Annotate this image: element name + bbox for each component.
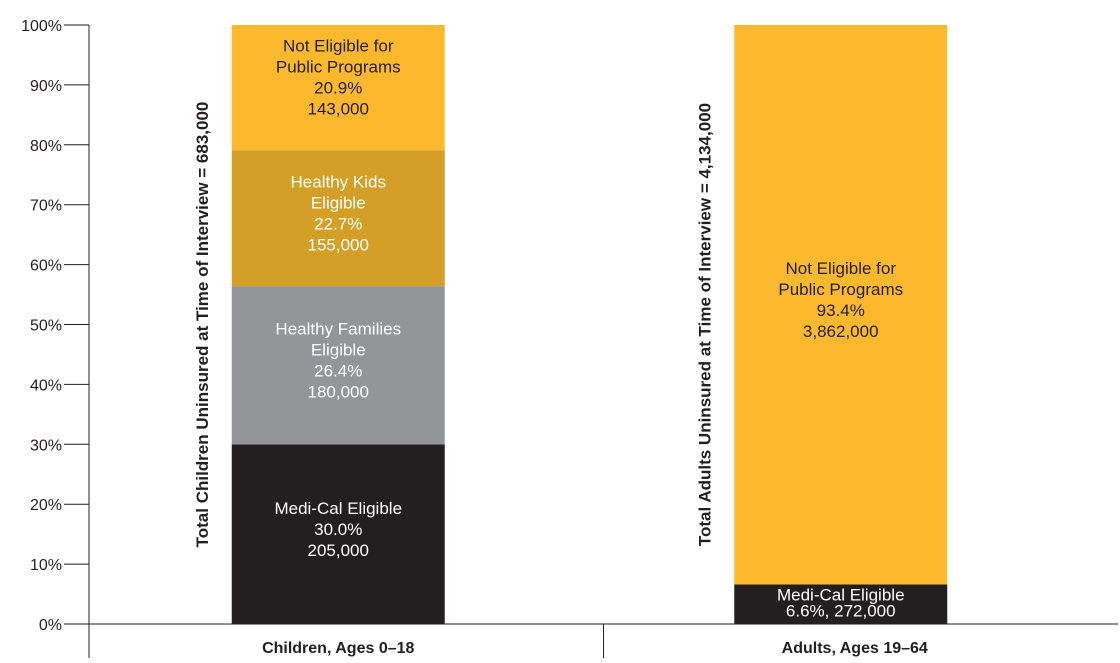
segment-data-label: Not Eligible for Public Programs 93.4% 3,86… bbox=[778, 259, 903, 341]
y-tick-label: 100% bbox=[21, 18, 62, 35]
total-uninsured-label: Total Adults Uninsured at Time of Interv… bbox=[695, 103, 714, 546]
x-category-label: Adults, Ages 19–64 bbox=[782, 640, 928, 657]
bar-segment bbox=[231, 150, 445, 287]
y-tick-label: 60% bbox=[30, 258, 62, 275]
x-axis: Children, Ages 0–18 Adults, Ages 19–64 bbox=[89, 623, 1118, 658]
y-tick-label: 10% bbox=[30, 557, 62, 574]
segment-data-label: Medi-Cal Eligible 6.6%, 272,000 bbox=[777, 586, 905, 621]
y-axis: 0% 10% 20% 30% 40% 50% 60% 70% 80% 90% 100% bbox=[21, 18, 90, 658]
bar-segment bbox=[231, 25, 445, 151]
bars: Medi-Cal Eligible 30.0% 205,000 Healthy Fam… bbox=[231, 25, 948, 624]
bar-segment bbox=[734, 584, 948, 624]
y-tick-label: 80% bbox=[30, 138, 62, 155]
bar-segment bbox=[231, 444, 445, 624]
y-tick-label: 70% bbox=[30, 198, 62, 215]
y-tick-label: 30% bbox=[30, 437, 62, 454]
y-tick-label: 0% bbox=[39, 617, 62, 634]
side-labels: Total Children Uninsured at Time of Inte… bbox=[193, 102, 715, 548]
bar-segment bbox=[231, 286, 445, 445]
segment-data-label: Healthy Families Eligible 26.4% 180,000 bbox=[275, 320, 401, 402]
bar-segment bbox=[734, 25, 948, 585]
segment-data-label: Medi-Cal Eligible 30.0% 205,000 bbox=[274, 499, 402, 560]
y-tick-label: 50% bbox=[30, 318, 62, 335]
y-tick-label: 40% bbox=[30, 377, 62, 394]
y-tick-label: 20% bbox=[30, 497, 62, 514]
segment-data-label: Not Eligible for Public Programs 20.9% 143,… bbox=[276, 36, 401, 118]
segment-data-label: Healthy Kids Eligible 22.7% 155,000 bbox=[291, 173, 386, 255]
x-category-label: Children, Ages 0–18 bbox=[262, 640, 414, 657]
total-uninsured-label: Total Children Uninsured at Time of Inte… bbox=[193, 102, 212, 548]
y-tick-label: 90% bbox=[30, 78, 62, 95]
